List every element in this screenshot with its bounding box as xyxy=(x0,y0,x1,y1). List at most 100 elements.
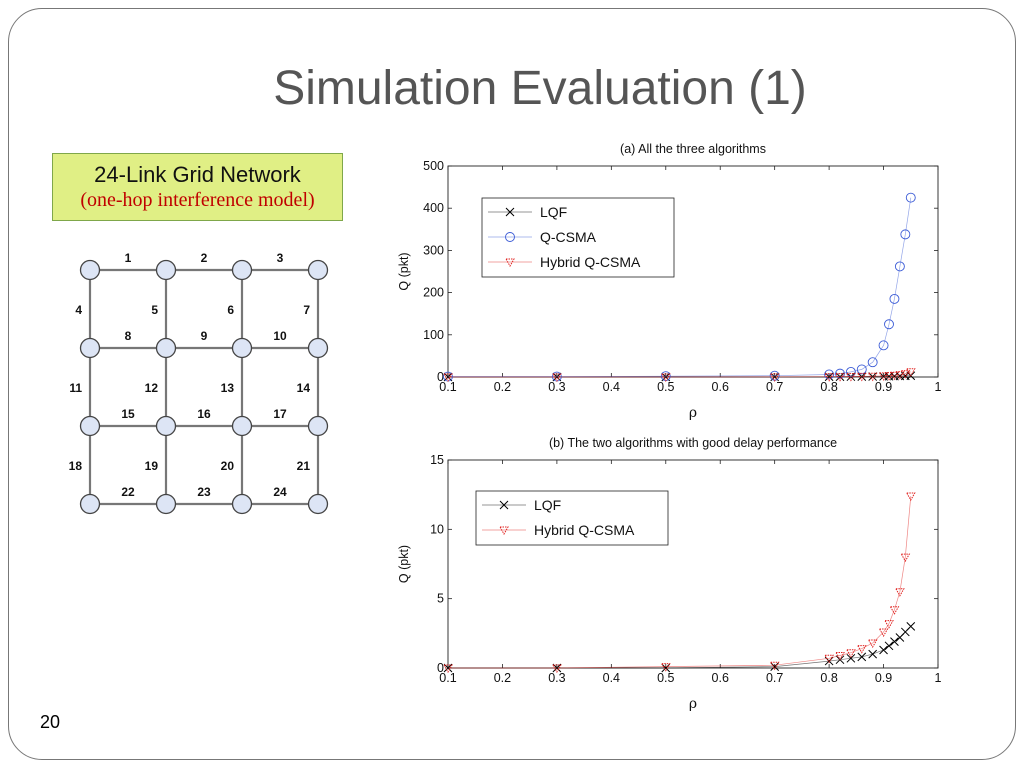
link-label: 2 xyxy=(201,251,208,265)
data-point xyxy=(878,628,889,637)
data-point xyxy=(900,553,911,563)
grid-node xyxy=(307,415,329,437)
data-point xyxy=(878,340,889,351)
x-tick-label: 1 xyxy=(935,671,942,685)
data-point xyxy=(769,661,780,671)
x-tick-label: 0.9 xyxy=(875,671,892,685)
data-point xyxy=(884,620,894,629)
link-label: 10 xyxy=(273,329,287,343)
link-label: 13 xyxy=(221,381,235,395)
chart-title: (a) All the three algorithms xyxy=(620,142,766,156)
y-tick-label: 100 xyxy=(423,328,444,342)
link-label: 11 xyxy=(69,381,82,395)
data-point xyxy=(660,373,671,382)
slide-title: Simulation Evaluation (1) xyxy=(273,62,807,115)
link-label: 23 xyxy=(197,485,211,499)
y-tick-label: 500 xyxy=(423,159,444,173)
x-tick-label: 0.4 xyxy=(603,671,620,685)
x-tick-label: 0.2 xyxy=(494,380,511,394)
caption-box: 24-Link Grid Network (one-hop interferen… xyxy=(52,153,343,221)
grid-node xyxy=(155,337,177,359)
chart-title: (b) The two algorithms with good delay p… xyxy=(549,436,837,450)
data-point xyxy=(824,369,835,380)
legend-entry: LQF xyxy=(540,204,567,220)
data-point xyxy=(769,373,780,382)
link-label: 1 xyxy=(125,251,132,265)
series-line xyxy=(448,197,912,377)
data-point xyxy=(900,370,911,379)
link-label: 21 xyxy=(297,459,311,473)
data-point xyxy=(552,373,562,383)
link-label: 20 xyxy=(221,459,235,473)
series-line xyxy=(448,496,912,669)
data-point xyxy=(889,293,900,304)
x-tick-label: 0.8 xyxy=(820,671,837,685)
data-point xyxy=(884,372,894,381)
data-point xyxy=(878,372,889,381)
caption-main: 24-Link Grid Network xyxy=(94,162,301,187)
page-number: 20 xyxy=(40,712,61,732)
y-tick-label: 5 xyxy=(437,592,444,606)
grid-node xyxy=(307,493,329,515)
data-point xyxy=(905,192,916,203)
data-point xyxy=(857,652,867,662)
data-point xyxy=(868,649,878,659)
data-point xyxy=(505,258,515,268)
grid-node xyxy=(307,259,329,281)
link-label: 12 xyxy=(145,381,159,395)
x-tick-label: 0.2 xyxy=(494,671,511,685)
x-tick-label: 0.7 xyxy=(766,671,783,685)
x-axis-label: ρ xyxy=(689,405,697,421)
legend-entry: Hybrid Q-CSMA xyxy=(534,522,635,538)
grid-node xyxy=(231,415,253,437)
x-tick-label: 0.7 xyxy=(766,380,783,394)
data-point xyxy=(824,654,834,664)
y-tick-label: 0 xyxy=(437,370,444,384)
x-tick-label: 0.5 xyxy=(657,671,674,685)
legend-box xyxy=(475,490,669,546)
link-label: 7 xyxy=(303,303,310,317)
data-point xyxy=(443,664,453,674)
data-point xyxy=(894,261,905,272)
data-point xyxy=(867,357,878,368)
grid-node xyxy=(231,259,253,281)
data-point xyxy=(856,645,867,654)
legend-entry: Q-CSMA xyxy=(540,229,597,245)
grid-node xyxy=(231,493,253,515)
x-tick-label: 1 xyxy=(935,380,942,394)
y-axis-label: Q (pkt) xyxy=(397,252,411,290)
grid-node xyxy=(79,259,101,281)
link-label: 6 xyxy=(227,303,234,317)
data-point xyxy=(889,606,900,615)
link-label: 5 xyxy=(151,303,158,317)
grid-node xyxy=(79,337,101,359)
link-label: 9 xyxy=(201,329,208,343)
grid-node xyxy=(79,493,101,515)
caption-sub: (one-hop interference model) xyxy=(80,189,315,211)
x-tick-label: 0.1 xyxy=(439,380,456,394)
x-tick-label: 0.3 xyxy=(548,380,565,394)
grid-node xyxy=(155,493,177,515)
y-tick-label: 200 xyxy=(423,286,444,300)
chart-2: (b) The two algorithms with good delay p… xyxy=(397,436,942,712)
data-point xyxy=(505,207,515,217)
x-tick-label: 0.8 xyxy=(820,380,837,394)
data-point xyxy=(856,372,867,382)
grid-node xyxy=(155,259,177,281)
data-point xyxy=(905,368,916,377)
legend-entry: Hybrid Q-CSMA xyxy=(540,254,641,270)
data-point xyxy=(867,639,878,649)
legend-entry: LQF xyxy=(534,497,561,513)
data-point xyxy=(835,652,845,661)
y-tick-label: 0 xyxy=(437,661,444,675)
link-label: 16 xyxy=(197,407,211,421)
data-point xyxy=(889,371,900,381)
data-point xyxy=(900,229,911,240)
grid-node xyxy=(231,337,253,359)
data-point xyxy=(443,373,453,383)
y-tick-label: 15 xyxy=(430,453,444,467)
data-point xyxy=(846,373,856,382)
link-label: 18 xyxy=(69,459,83,473)
data-point xyxy=(835,373,845,382)
x-tick-label: 0.1 xyxy=(439,671,456,685)
